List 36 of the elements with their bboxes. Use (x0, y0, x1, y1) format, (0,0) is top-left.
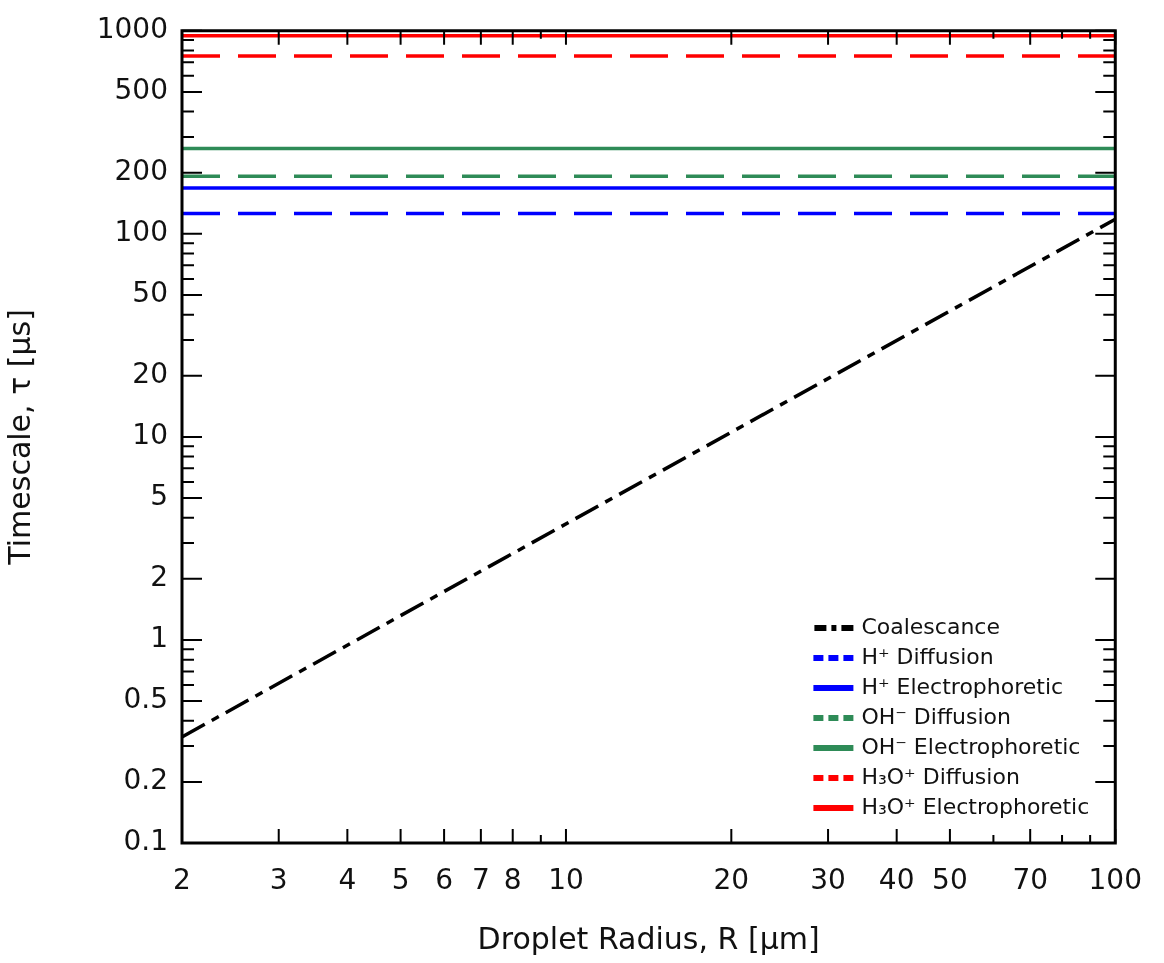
y-axis-title: Timescale, τ [μs] (1, 309, 37, 566)
legend-label: H⁺ Electrophoretic (861, 673, 1064, 699)
x-tick-label: 5 (391, 863, 410, 897)
y-tick-label: 100 (114, 215, 168, 249)
x-tick-label: 10 (548, 863, 584, 897)
x-axis-title: Droplet Radius, R [μm] (477, 920, 820, 956)
x-tick-label: 20 (713, 863, 750, 897)
x-tick-label: 7 (471, 863, 490, 897)
x-tick-label: 4 (338, 863, 357, 897)
legend-label: OH⁻ Electrophoretic (861, 733, 1081, 759)
x-tick-label: 30 (810, 863, 846, 897)
x-tick-label: 100 (1088, 863, 1142, 897)
y-tick-label: 0.5 (123, 682, 168, 716)
legend-label: OH⁻ Diffusion (861, 703, 1012, 729)
x-tick-label: 2 (173, 863, 191, 897)
x-tick-label: 40 (878, 863, 915, 897)
legend-label: H₃O⁺ Diffusion (861, 763, 1020, 789)
x-tick-label: 6 (435, 863, 454, 897)
y-tick-label: 0.2 (123, 763, 168, 797)
y-tick-label: 1000 (96, 12, 168, 46)
legend-label: H₃O⁺ Electrophoretic (861, 793, 1090, 819)
x-tick-label: 50 (932, 863, 968, 897)
y-tick-label: 2 (150, 560, 168, 594)
y-tick-label: 20 (132, 357, 168, 391)
x-tick-label: 8 (503, 863, 522, 897)
y-tick-label: 500 (114, 73, 168, 107)
y-tick-label: 200 (114, 154, 168, 188)
legend-label: H⁺ Diffusion (861, 643, 994, 669)
legend-label: Coalescance (861, 613, 1000, 639)
y-tick-label: 0.1 (123, 824, 168, 858)
y-tick-label: 10 (132, 418, 168, 452)
x-tick-label: 3 (269, 863, 288, 897)
y-tick-label: 5 (150, 479, 168, 513)
y-tick-label: 1 (150, 621, 168, 655)
x-tick-label: 70 (1012, 863, 1049, 897)
y-tick-label: 50 (132, 276, 168, 310)
